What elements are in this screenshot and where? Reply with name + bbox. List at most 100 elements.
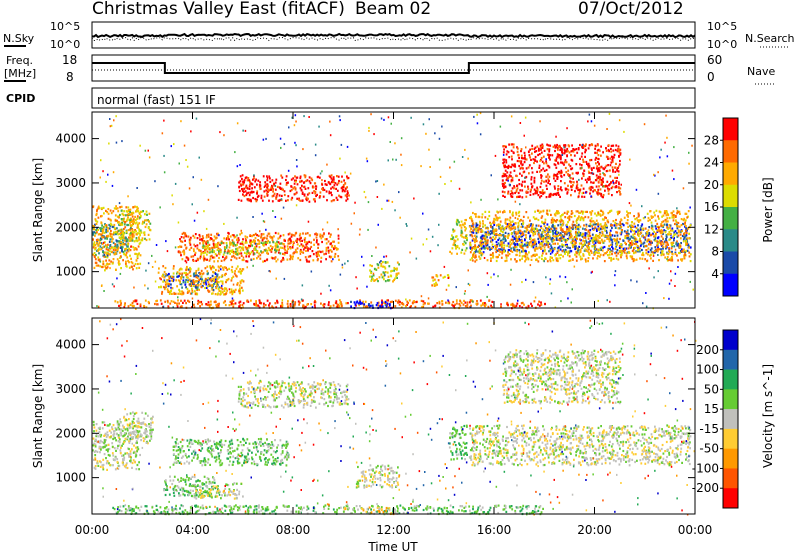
data-cell [506, 166, 509, 169]
data-cell [188, 300, 191, 303]
data-cell [303, 193, 306, 196]
data-cell [217, 241, 220, 244]
data-cell [183, 253, 186, 256]
data-cell [530, 258, 533, 261]
data-cell [541, 252, 544, 255]
data-cell [315, 251, 318, 254]
data-cell [658, 241, 660, 244]
data-cell [248, 194, 251, 197]
data-cell [597, 175, 600, 178]
data-cell [185, 256, 188, 259]
data-cell [556, 210, 558, 213]
data-cell [222, 293, 225, 296]
data-cell [306, 303, 309, 306]
data-cell [488, 214, 491, 218]
data-cell [647, 247, 650, 250]
data-cell [517, 154, 520, 157]
data-cell [681, 229, 683, 233]
data-cell [202, 241, 204, 244]
data-cell [237, 270, 240, 273]
data-cell [497, 223, 500, 226]
data-cell [373, 267, 376, 270]
data-cell [547, 242, 550, 245]
data-cell [571, 226, 574, 229]
data-cell [642, 217, 645, 220]
data-cell [590, 217, 593, 220]
data-cell [321, 187, 323, 190]
data-cell [469, 246, 472, 249]
data-cell [102, 260, 105, 263]
data-cell [316, 193, 318, 196]
data-cell [180, 268, 183, 271]
data-cell [513, 164, 516, 168]
data-cell [541, 220, 543, 223]
data-cell [658, 239, 661, 242]
data-cell [179, 276, 182, 279]
data-cell [685, 231, 688, 235]
data-cell [340, 180, 343, 183]
data-cell [522, 233, 525, 236]
data-cell [598, 192, 601, 195]
data-cell [461, 235, 463, 238]
data-cell [504, 219, 507, 222]
data-cell [682, 219, 685, 222]
data-cell [120, 240, 122, 243]
data-cell [579, 211, 582, 214]
data-cell [308, 180, 311, 183]
data-cell [285, 175, 288, 178]
data-cell [548, 250, 550, 253]
data-cell [562, 244, 565, 247]
data-cell [544, 257, 546, 260]
data-cell [102, 236, 105, 239]
data-cell [612, 179, 614, 182]
data-cell [334, 182, 337, 185]
data-cell [597, 167, 600, 170]
data-cell [228, 246, 231, 249]
data-cell [480, 243, 483, 246]
data-cell [587, 237, 590, 240]
data-cell [637, 215, 640, 218]
data-cell [214, 293, 217, 296]
data-cell [194, 272, 197, 275]
data-cell [658, 228, 660, 231]
data-cell [454, 243, 456, 247]
data-cell [217, 281, 220, 284]
data-cell [235, 257, 238, 260]
data-cell [296, 237, 299, 241]
data-cell [637, 228, 639, 231]
data-cell [224, 287, 226, 290]
data-cell [104, 255, 107, 258]
data-cell [617, 241, 620, 244]
data-cell [533, 242, 536, 245]
data-cell [607, 221, 610, 224]
data-cell [296, 243, 299, 246]
data-cell [196, 237, 199, 240]
data-cell [264, 259, 266, 263]
data-cell [196, 286, 199, 289]
data-cell [112, 251, 115, 254]
data-cell [666, 224, 668, 227]
data-cell [314, 190, 317, 193]
freq-left-tick-top: 18 [62, 53, 77, 67]
data-cell [595, 214, 598, 217]
data-cell [136, 224, 139, 227]
data-cell [340, 196, 343, 199]
data-cell [688, 251, 691, 254]
data-cell [682, 238, 685, 241]
data-cell [205, 248, 207, 251]
data-cell [126, 218, 129, 221]
data-cell [307, 249, 309, 252]
data-cell [101, 232, 104, 235]
data-cell [163, 288, 166, 291]
data-cell [596, 192, 599, 195]
data-cell [211, 256, 214, 259]
data-cell [567, 250, 570, 253]
data-cell [223, 251, 226, 254]
data-cell [483, 247, 486, 250]
data-cell [603, 168, 606, 171]
data-cell [217, 232, 219, 235]
data-cell [235, 275, 238, 278]
data-cell [655, 209, 658, 212]
data-cell [179, 245, 181, 248]
data-cell [617, 227, 620, 230]
